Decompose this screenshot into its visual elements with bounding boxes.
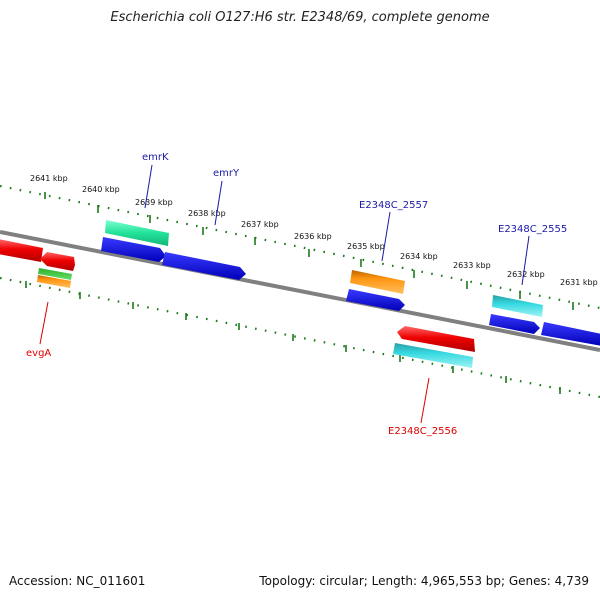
gene-labels: emrK emrY E2348C_2557 E2348C_2555 evgA E… (26, 152, 567, 437)
feature-box-E2348C_2555 (492, 295, 543, 317)
scale-labels: 2641 kbp 2640 kbp 2639 kbp 2638 kbp 2637… (30, 174, 598, 287)
scale-label: 2632 kbp (507, 270, 545, 279)
feature-box-E2348C_2556 (393, 343, 473, 368)
lower-major-ticks (25, 281, 561, 394)
lower-scale-ring (0, 276, 600, 399)
scale-label: 2638 kbp (188, 209, 226, 218)
scale-label: 2639 kbp (135, 198, 173, 207)
gene-label-evgA: evgA (26, 348, 51, 359)
scale-label: 2637 kbp (241, 220, 279, 229)
scale-label: 2631 kbp (560, 278, 598, 287)
genome-backbone (0, 230, 600, 352)
cds-arrow (541, 322, 600, 346)
scale-label: 2633 kbp (453, 261, 491, 270)
reverse-cds-track (0, 239, 475, 352)
scale-label: 2635 kbp (347, 242, 385, 251)
feature-box-emrK (105, 220, 169, 246)
feature-track-lower (37, 268, 473, 368)
gene-label-E2348C_2556: E2348C_2556 (388, 426, 457, 437)
scale-label: 2636 kbp (294, 232, 332, 241)
cds-arrow (40, 252, 75, 271)
scale-label: 2641 kbp (30, 174, 68, 183)
feature-box-evgA-green (38, 268, 72, 280)
gene-label-emrY: emrY (213, 168, 240, 179)
upper-major-ticks (44, 192, 574, 310)
cds-arrow (346, 289, 405, 311)
gene-label-E2348C_2555: E2348C_2555 (498, 224, 567, 235)
map-title: Escherichia coli O127:H6 str. E2348/69, … (110, 10, 490, 25)
feature-box-E2348C_2557 (350, 270, 405, 294)
scale-label: 2634 kbp (400, 252, 438, 261)
cds-arrow (162, 252, 246, 280)
scale-label: 2640 kbp (82, 185, 120, 194)
feature-box-evgA-orange (37, 275, 71, 288)
cds-arrow (0, 239, 43, 262)
label-connectors (39, 164, 530, 424)
topology-text: Topology: circular; Length: 4,965,553 bp… (259, 574, 589, 588)
cds-arrow (489, 314, 540, 334)
cds-arrow (101, 237, 166, 262)
upper-scale-ring (0, 184, 600, 310)
gene-label-emrK: emrK (142, 152, 169, 163)
gene-label-E2348C_2557: E2348C_2557 (359, 200, 428, 211)
accession-text: Accession: NC_011601 (9, 574, 146, 588)
feature-track-upper (105, 220, 543, 317)
cds-arrow (397, 326, 475, 352)
forward-cds-track (101, 237, 600, 346)
